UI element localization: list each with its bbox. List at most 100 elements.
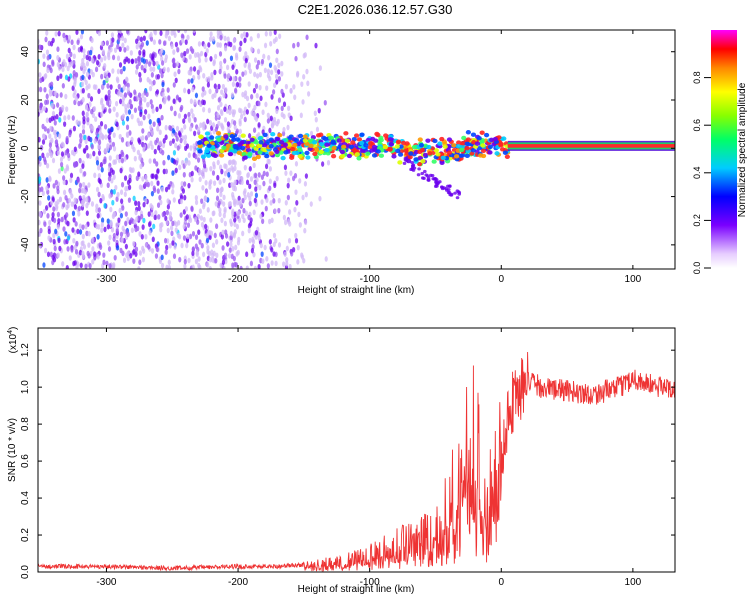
spectral-cell <box>175 94 180 101</box>
spectral-cell <box>200 198 204 204</box>
spectral-cell <box>90 201 95 207</box>
spectral-cell <box>180 52 184 58</box>
spectral-cell <box>169 225 174 231</box>
signal-cell <box>501 136 507 141</box>
signal-cell <box>356 156 362 161</box>
spectral-cell <box>232 181 236 188</box>
spectral-cell <box>58 245 62 252</box>
colorbar-tick-label: 0.2 <box>692 214 702 227</box>
spectral-cell <box>202 106 206 113</box>
spectral-cell <box>234 87 238 94</box>
spectral-cell <box>57 65 62 71</box>
spectral-cell <box>313 110 317 117</box>
spectral-cell <box>117 217 121 223</box>
spectral-cell <box>117 83 121 90</box>
spectral-cell <box>85 60 90 67</box>
spectral-cell <box>94 116 98 122</box>
spectral-cell <box>69 51 73 58</box>
spectral-cell <box>103 202 107 209</box>
spectral-cell <box>249 191 254 197</box>
spectral-cell <box>222 177 226 184</box>
spectral-cell <box>86 152 90 159</box>
spectral-cell <box>217 97 221 103</box>
spectral-cell <box>141 256 145 263</box>
spectral-cell <box>160 114 164 121</box>
spectral-cell <box>82 181 86 188</box>
spectral-cell <box>245 109 249 115</box>
spectral-cell <box>174 167 178 174</box>
spectral-cell <box>110 177 114 184</box>
signal-cell <box>313 146 320 152</box>
spectral-cell <box>47 228 51 235</box>
spectral-cell <box>187 182 191 189</box>
spectral-cell <box>301 99 305 105</box>
spectral-cell <box>104 95 108 102</box>
spectral-cell <box>150 190 155 197</box>
snr-scale-prefix: (x10 <box>8 333 19 353</box>
spectral-cell <box>134 58 138 64</box>
spectral-cell <box>152 60 156 67</box>
spectral-cell <box>62 202 66 208</box>
spectral-cell <box>197 167 202 174</box>
x-tick-label: 100 <box>625 274 642 285</box>
spectral-cell <box>58 196 63 203</box>
spectral-cell <box>148 85 153 92</box>
spectral-cell <box>115 76 120 82</box>
spectral-cell <box>121 96 125 103</box>
spectral-cell <box>243 62 247 68</box>
spectral-cell <box>86 250 90 257</box>
spectral-cell <box>188 117 192 124</box>
signal-cell <box>439 136 445 142</box>
spectral-cell <box>268 127 272 134</box>
spectral-cell <box>140 213 144 220</box>
spectral-cell <box>108 107 112 114</box>
signal-cell <box>420 176 425 180</box>
signal-cell <box>456 140 462 145</box>
spectral-cell <box>273 82 277 89</box>
spectral-cell <box>248 200 252 207</box>
spectral-cell <box>259 213 263 220</box>
spectral-cell <box>155 60 159 67</box>
signal-cell <box>395 148 401 154</box>
spectral-cell <box>112 211 116 217</box>
spectral-cell <box>225 108 229 114</box>
colorbar-tick-label: 0.6 <box>692 119 702 132</box>
spectral-cell <box>193 99 197 105</box>
signal-cell <box>420 171 425 176</box>
spectral-cell <box>231 194 235 201</box>
signal-cell <box>251 156 258 162</box>
signal-cell <box>433 176 437 181</box>
spectral-cell <box>290 251 294 257</box>
spectral-cell <box>296 259 300 265</box>
spectral-cell <box>190 48 195 54</box>
spectral-cell <box>81 163 85 169</box>
spectral-cell <box>211 170 216 176</box>
spectral-cell <box>270 94 274 100</box>
signal-cell <box>442 186 446 190</box>
spectral-cell <box>125 76 129 83</box>
spectral-cell <box>162 159 166 166</box>
spectral-cell <box>71 85 75 92</box>
spectral-cell <box>229 55 234 62</box>
spectral-cell <box>151 108 155 114</box>
spectral-cell <box>133 107 138 113</box>
spectral-cell <box>187 160 191 166</box>
spectral-cell <box>262 170 266 177</box>
spectral-cell <box>100 111 104 118</box>
spectral-cell <box>141 135 145 141</box>
signal-cell <box>283 150 289 155</box>
signal-cell <box>474 141 481 146</box>
spectral-cell <box>212 161 216 167</box>
spectral-cell <box>216 42 220 48</box>
spectral-cell <box>192 30 196 33</box>
spectral-cell <box>149 31 153 38</box>
spectral-cell <box>201 184 205 191</box>
spectral-cell <box>173 62 177 68</box>
spectral-cell <box>238 76 242 82</box>
spectral-cell <box>79 262 83 269</box>
spectral-cell <box>68 131 72 138</box>
spectral-cell <box>164 57 168 64</box>
spectral-cell <box>235 223 240 230</box>
spectral-cell <box>187 78 191 85</box>
spectral-cell <box>156 117 160 124</box>
